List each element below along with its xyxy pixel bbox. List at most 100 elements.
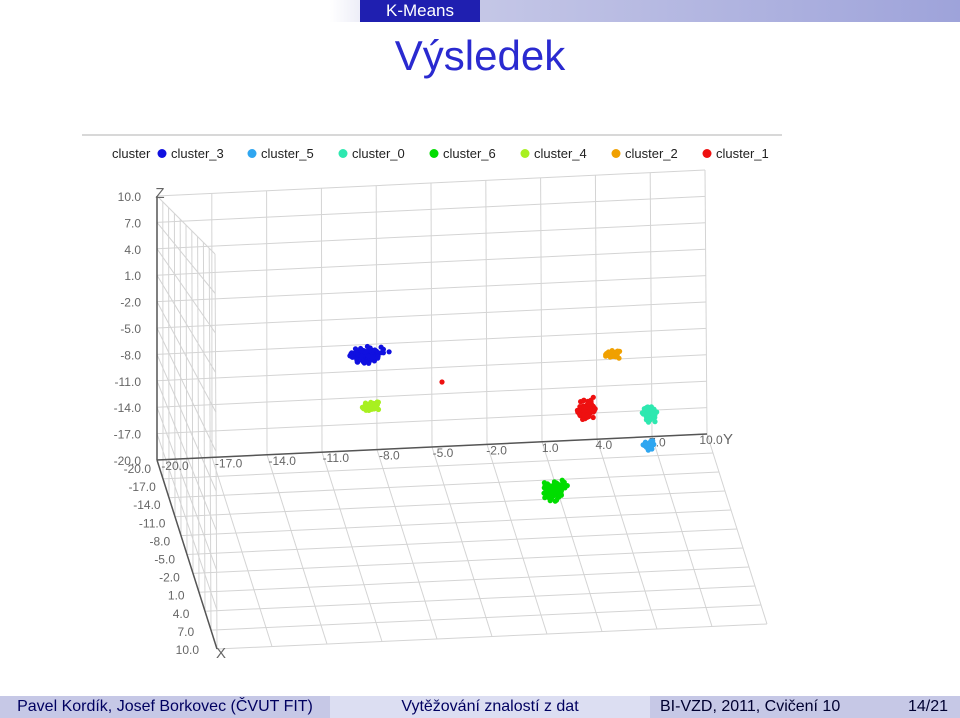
point-cluster_0 — [639, 410, 645, 416]
point-cluster_4 — [368, 404, 374, 411]
grid-line — [704, 169, 708, 435]
grid-line — [156, 301, 707, 329]
grid-line — [156, 169, 706, 197]
point-cluster_2 — [614, 349, 620, 355]
x-tick-label: -17.0 — [128, 480, 156, 494]
grid-line — [594, 175, 598, 440]
point-cluster_1 — [590, 414, 596, 421]
point-cluster_6 — [541, 485, 547, 491]
x-tick-label: -14.0 — [133, 498, 161, 512]
y-tick-label: 10.0 — [699, 433, 723, 447]
legend-label-cluster_0: cluster_0 — [352, 146, 405, 161]
point-cluster_0 — [643, 417, 650, 423]
z-tick-label: -2.0 — [120, 296, 141, 310]
point-cluster_5 — [647, 446, 653, 452]
footer-authors: Pavel Kordík, Josef Borkovec (ČVUT FIT) — [0, 696, 330, 718]
x-axis-label: X — [216, 645, 226, 662]
scatter-3d-chart: cluster cluster_3 cluster_5 cluster_0 cluste… — [112, 146, 769, 662]
legend-label-cluster_1: cluster_1 — [716, 146, 769, 161]
slide-title: Výsledek — [394, 32, 566, 79]
point-cluster_0 — [641, 406, 647, 412]
grid-line — [486, 444, 548, 635]
z-tick-label: 10.0 — [118, 190, 142, 204]
legend-title: cluster — [112, 146, 151, 161]
point-cluster_6 — [542, 495, 548, 501]
grid-line — [596, 439, 658, 630]
z-tick-label: 7.0 — [124, 216, 141, 230]
x-tick-label: -11.0 — [139, 516, 166, 530]
chart-frame — [82, 134, 782, 668]
grid-line — [156, 274, 217, 373]
legend-marker-cluster_4 — [520, 149, 530, 158]
chart-top-rule — [82, 134, 782, 136]
point-cluster_4 — [359, 404, 365, 410]
point-cluster_1 — [577, 412, 583, 418]
point-cluster_6 — [564, 483, 570, 489]
y-tick-label: -17.0 — [215, 456, 243, 470]
x-tick-label: 1.0 — [168, 589, 185, 603]
y-axis-label: Y — [723, 431, 733, 448]
grid-line — [210, 604, 762, 631]
point-cluster_6 — [551, 479, 557, 485]
point-cluster_2 — [608, 352, 614, 358]
top-bar: K-Means — [0, 0, 960, 22]
grid-line — [192, 547, 744, 574]
grid-line — [156, 222, 706, 250]
legend-marker-cluster_1 — [702, 149, 712, 158]
point-cluster_6 — [554, 497, 560, 503]
legend-marker-cluster_5 — [247, 149, 257, 158]
grid-line — [156, 275, 706, 303]
point-cluster_3 — [360, 358, 366, 365]
point-cluster_6 — [556, 485, 562, 492]
point-cluster_6 — [561, 479, 567, 485]
x-tick-label: 10.0 — [176, 643, 200, 657]
point-cluster_1 — [592, 406, 598, 412]
z-tick-label: -14.0 — [114, 401, 142, 415]
legend-label-cluster_6: cluster_6 — [443, 146, 496, 161]
grid-line — [156, 327, 217, 452]
x-tick-label: 4.0 — [173, 607, 190, 621]
point-cluster_3 — [378, 344, 384, 350]
grid-line — [208, 248, 212, 631]
point-cluster_3 — [386, 349, 392, 355]
point-cluster_3 — [354, 359, 360, 365]
point-cluster_5 — [648, 438, 654, 444]
points — [347, 343, 660, 504]
point-cluster_0 — [644, 412, 650, 418]
legend-marker-cluster_3 — [157, 149, 167, 158]
point-cluster_6 — [541, 490, 547, 496]
y-tick-label: 1.0 — [542, 441, 559, 455]
point-cluster_6 — [550, 487, 556, 493]
point-cluster_3 — [364, 343, 370, 350]
grid-line — [198, 566, 750, 593]
legend-label-cluster_5: cluster_5 — [261, 146, 314, 161]
z-tick-label: -11.0 — [115, 375, 142, 389]
z-tick-label: -17.0 — [114, 428, 142, 442]
grid-line — [202, 242, 206, 612]
grid-line — [191, 230, 194, 574]
section-title: K-Means — [360, 0, 480, 22]
point-cluster_4 — [372, 401, 378, 407]
grid-line — [540, 177, 543, 442]
grid-line — [485, 180, 488, 445]
footer-course: BI-VZD, 2011, Cvičení 10 — [660, 698, 841, 715]
legend-label-cluster_2: cluster_2 — [625, 146, 678, 161]
page-number: 14/21 — [907, 698, 948, 715]
footer-course-title: Vytěžování znalostí z dat — [330, 696, 650, 718]
point-cluster_1 — [439, 379, 445, 385]
legend-label-cluster_4: cluster_4 — [534, 146, 587, 161]
grid-line — [186, 528, 738, 555]
point-cluster_3 — [349, 354, 356, 360]
axes: Z Y X 10.0 7.0 4.0 1.0 -2.0 -5.0 -8.0 -11.0 -14.0 -1… — [114, 185, 733, 662]
point-cluster_3 — [368, 354, 375, 360]
point-cluster_3 — [358, 353, 364, 359]
z-tick-label: 1.0 — [124, 269, 141, 283]
x-tick-label: -5.0 — [154, 553, 175, 567]
x-axis-line — [156, 459, 218, 650]
point-cluster_1 — [587, 405, 593, 411]
point-cluster_5 — [643, 440, 649, 446]
x-tick-label: 7.0 — [178, 625, 195, 639]
legend-label-cluster_3: cluster_3 — [171, 146, 224, 161]
point-cluster_1 — [580, 398, 586, 404]
y-tick-label: -11.0 — [323, 451, 350, 465]
